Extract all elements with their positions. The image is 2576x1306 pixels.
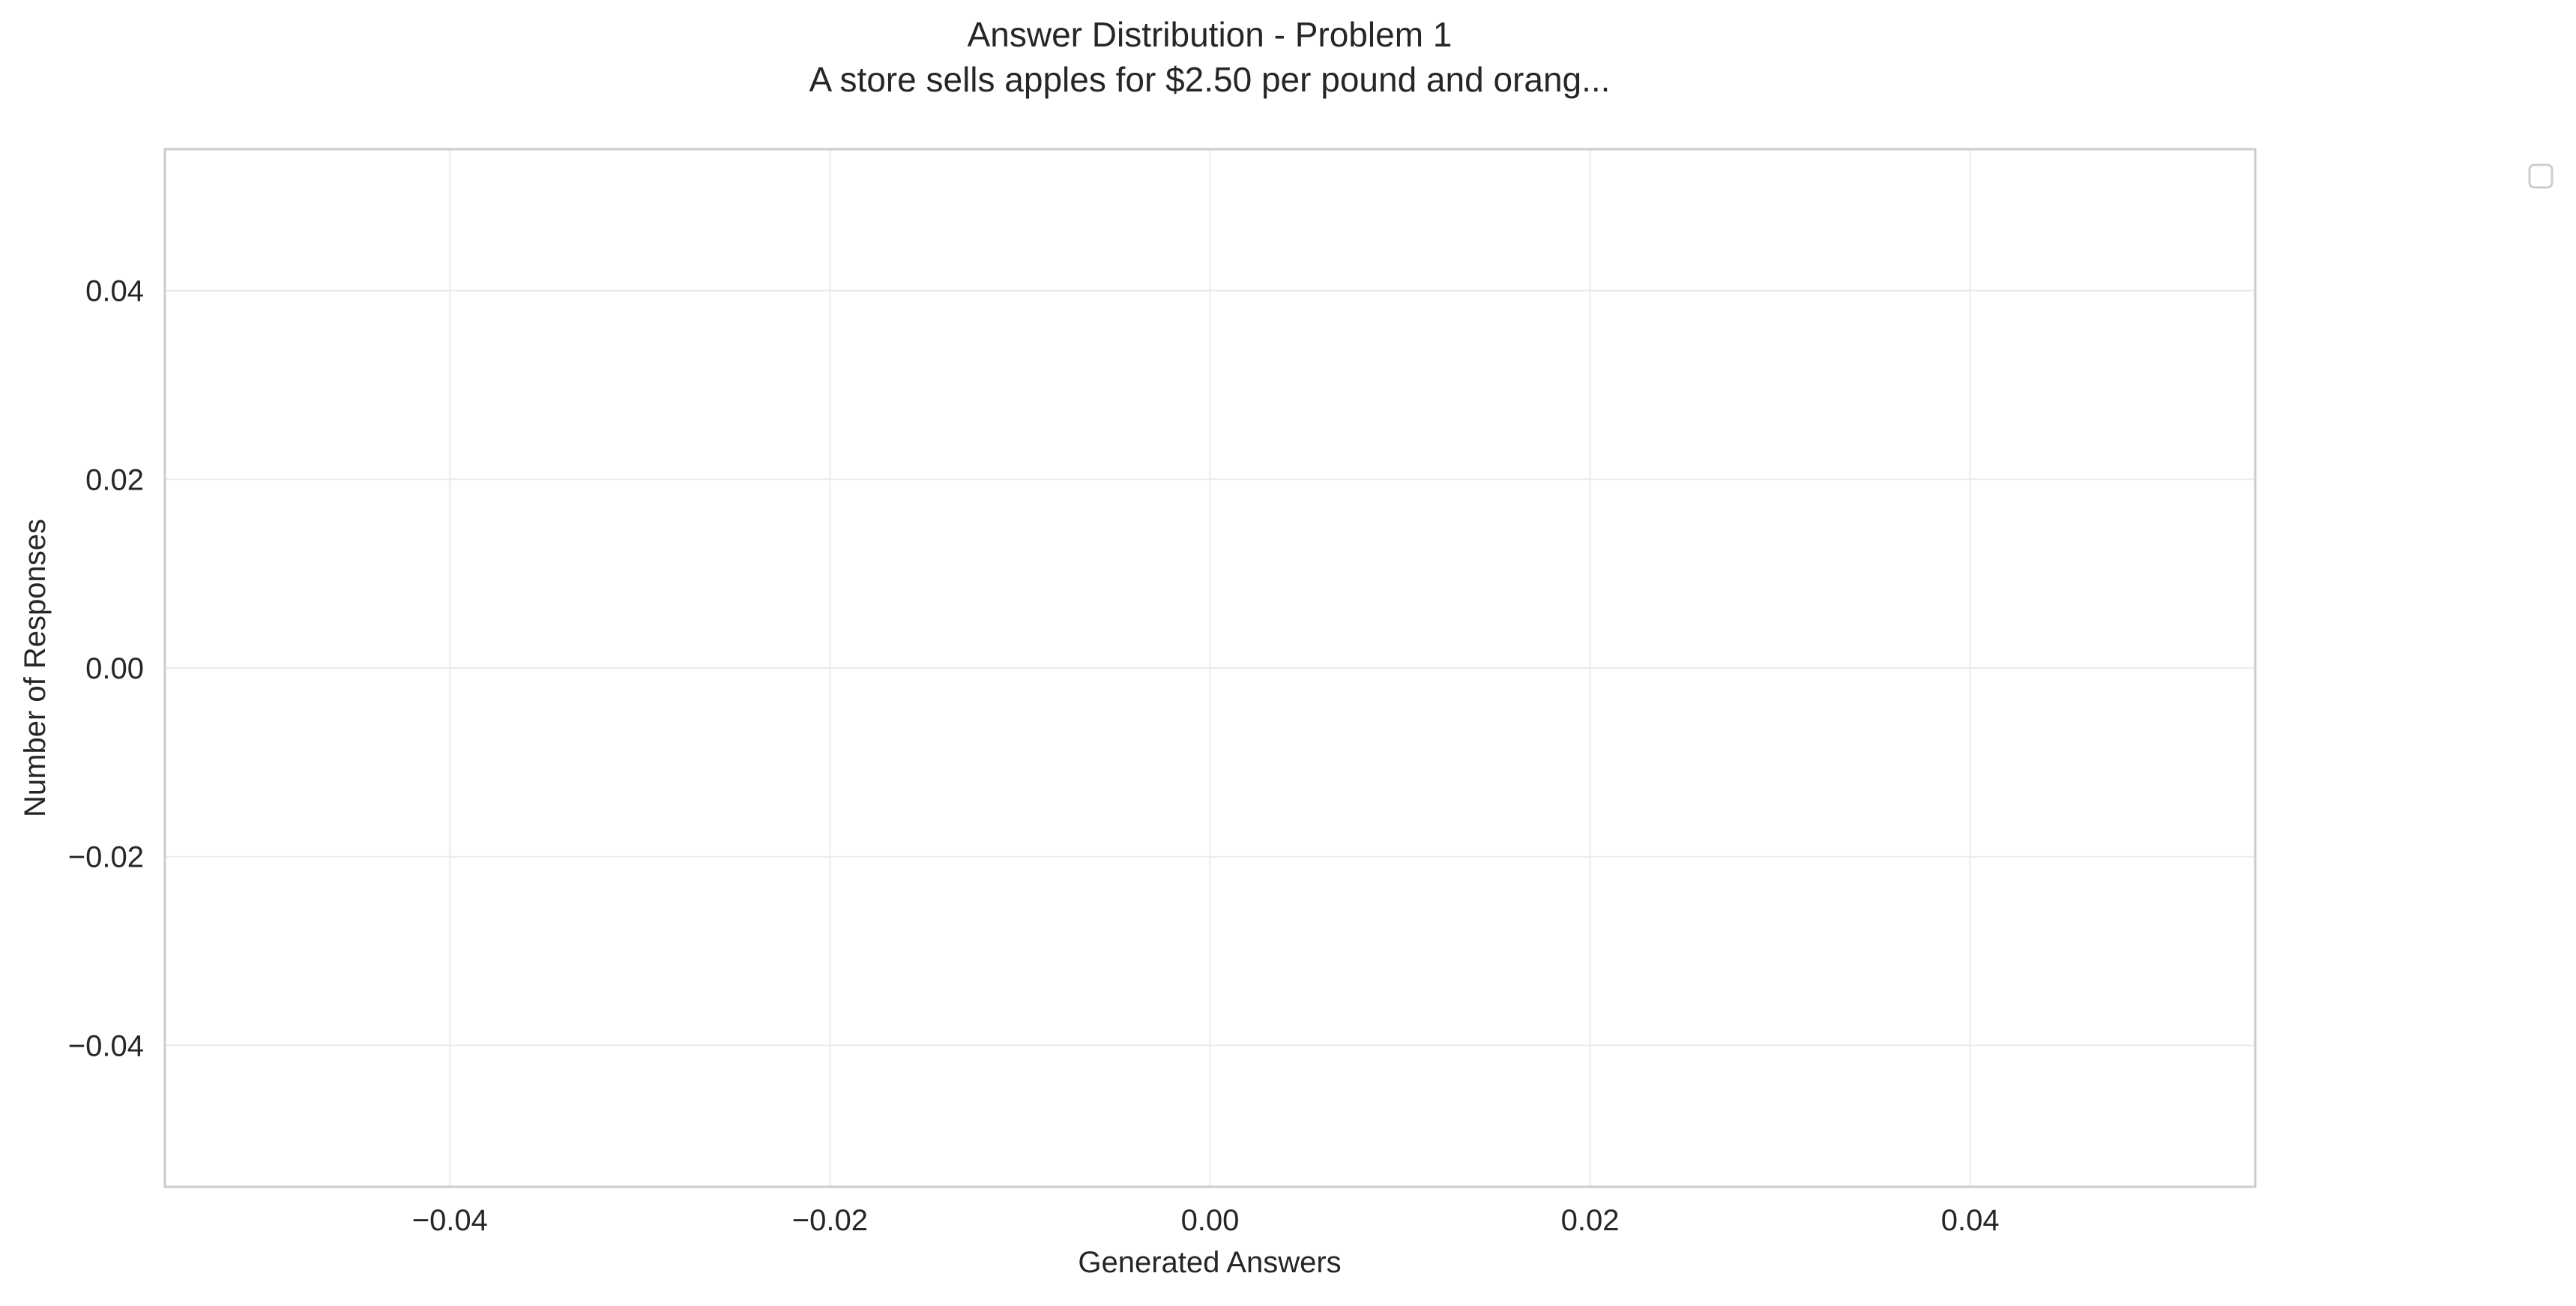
x-tick-label: 0.02 — [1561, 1204, 1620, 1237]
x-tick-label: −0.04 — [412, 1204, 488, 1237]
x-tick-label: 0.04 — [1941, 1204, 2000, 1237]
x-tick-labels: −0.04 −0.02 0.00 0.02 0.04 — [412, 1204, 2000, 1237]
chart-subtitle: A store sells apples for $2.50 per pound… — [809, 60, 1611, 99]
grid-lines — [165, 149, 2255, 1187]
y-tick-label: 0.00 — [85, 652, 144, 685]
y-axis-label: Number of Responses — [19, 519, 52, 817]
x-axis-label: Generated Answers — [1078, 1246, 1341, 1279]
plot-area-frame — [163, 148, 2257, 1188]
y-tick-label: −0.04 — [68, 1029, 144, 1062]
y-tick-label: 0.02 — [85, 463, 144, 496]
y-tick-labels: −0.04 −0.02 0.00 0.02 0.04 — [68, 275, 144, 1063]
x-tick-label: −0.02 — [792, 1204, 868, 1237]
x-tick-label: 0.00 — [1181, 1204, 1240, 1237]
y-tick-label: −0.02 — [68, 841, 144, 874]
y-tick-label: 0.04 — [85, 275, 144, 308]
chart-title: Answer Distribution - Problem 1 — [968, 15, 1453, 54]
legend-box — [2528, 163, 2554, 189]
